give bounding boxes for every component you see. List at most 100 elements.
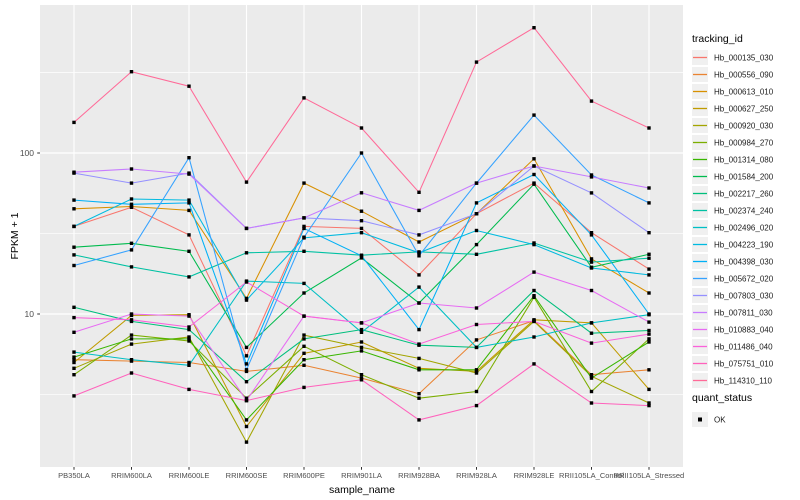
data-point-marker: [417, 285, 421, 289]
legend-entry-label: Hb_000627_250: [714, 104, 774, 113]
legend-entry-label: Hb_004398_030: [714, 257, 774, 266]
x-tick-label-RRIM928LA: RRIM928LA: [456, 471, 497, 480]
data-point-marker: [532, 242, 536, 247]
legend-key-line-icon: [692, 186, 708, 201]
data-point-marker: [417, 396, 421, 400]
data-point-marker: [302, 226, 306, 231]
data-point-marker: [244, 354, 249, 358]
data-point-marker: [647, 340, 651, 344]
data-point-marker: [302, 224, 306, 229]
data-point-marker: [474, 322, 479, 327]
data-point-marker: [72, 120, 76, 125]
data-point-marker: [187, 233, 191, 237]
data-point-marker: [244, 398, 249, 403]
legend-entry-label: Hb_002217_260: [714, 189, 774, 198]
data-point-marker: [302, 314, 306, 318]
data-point-marker: [647, 337, 651, 341]
legend-key-line-icon: [692, 237, 708, 252]
data-point-marker: [417, 273, 421, 277]
data-point-marker: [532, 113, 536, 117]
data-point-marker: [417, 342, 421, 346]
data-point-marker: [187, 387, 191, 392]
data-point-marker: [359, 219, 364, 223]
data-point-marker: [244, 362, 249, 366]
data-point-marker: [647, 401, 651, 405]
data-point-marker: [129, 204, 134, 209]
data-point-marker: [72, 207, 76, 211]
data-point-marker: [72, 350, 76, 354]
data-point-marker: [589, 173, 594, 177]
data-point-marker: [417, 327, 421, 332]
data-point-marker: [359, 327, 364, 332]
legend-key-line-icon: [692, 101, 708, 116]
data-point-marker: [72, 245, 76, 249]
data-point-marker: [474, 371, 479, 375]
data-point-marker: [72, 373, 76, 377]
data-point-marker: [72, 358, 76, 362]
data-point-marker: [244, 226, 249, 231]
x-tick-label-RRIM600LA: RRIM600LA: [111, 471, 152, 480]
x-tick-label-RRIM928LE: RRIM928LE: [513, 471, 555, 480]
data-point-marker: [532, 335, 536, 339]
data-point-marker: [589, 389, 594, 394]
data-point-marker: [589, 401, 594, 405]
data-point-marker: [417, 240, 421, 244]
legend-key-line-icon: [692, 67, 708, 82]
data-point-marker: [72, 198, 76, 202]
data-point-marker: [647, 403, 651, 408]
data-point-marker: [302, 385, 306, 390]
legend-key-line-icon: [692, 305, 708, 320]
data-point-marker: [417, 392, 421, 396]
data-point-marker: [417, 356, 421, 361]
data-point-marker: [302, 216, 306, 220]
data-point-marker: [589, 266, 594, 270]
legend-entry-label: Hb_010883_040: [714, 325, 774, 334]
x-tick-label-RRII105LA_Stressed: RRII105LA_Stressed: [613, 471, 685, 480]
data-point-marker: [474, 60, 479, 64]
data-point-marker: [647, 312, 651, 316]
x-tick-label-RRII105LA_Control: RRII105LA_Control: [558, 471, 625, 480]
data-point-marker: [647, 256, 651, 260]
data-point-marker: [72, 224, 76, 229]
data-point-marker: [647, 273, 651, 277]
data-point-marker: [244, 424, 249, 429]
legend-key-line-icon: [692, 339, 708, 354]
data-point-marker: [72, 315, 76, 320]
data-point-marker: [359, 345, 364, 350]
data-point-marker: [474, 389, 479, 394]
legend-key-line-icon: [692, 254, 708, 269]
legend-entry-label: Hb_001314_080: [714, 155, 774, 164]
legend-entry-label: OK: [714, 415, 726, 424]
legend-key-line-icon: [692, 135, 708, 150]
legend-title-tracking-id: tracking_id: [692, 33, 743, 45]
x-tick-label-RRIM928BA: RRIM928BA: [398, 471, 440, 480]
data-point-marker: [302, 337, 306, 341]
legend-key-line-icon: [692, 84, 708, 99]
data-point-marker: [244, 280, 249, 284]
data-point-marker: [359, 226, 364, 231]
legend-key-line-icon: [692, 50, 708, 65]
legend-entry-label: Hb_000556_090: [714, 70, 774, 79]
legend-entry-label: Hb_002496_020: [714, 223, 774, 232]
data-point-marker: [129, 371, 134, 375]
data-point-marker: [187, 327, 191, 332]
data-point-marker: [532, 270, 536, 274]
data-point-marker: [474, 212, 479, 216]
data-point-marker: [302, 291, 306, 295]
data-point-marker: [72, 305, 76, 309]
legend-key-line-icon: [692, 118, 708, 133]
x-tick-label-RRIM901LA: RRIM901LA: [341, 471, 382, 480]
legend-entry-label: Hb_007803_030: [714, 291, 774, 300]
legend-key-line-icon: [692, 169, 708, 184]
data-point-marker: [129, 337, 134, 341]
legend-key-line-icon: [692, 271, 708, 286]
data-point-marker: [647, 252, 651, 256]
legend-entry-label: Hb_011486_040: [714, 342, 773, 351]
data-point-marker: [589, 175, 594, 179]
data-point-marker: [187, 198, 191, 202]
data-point-marker: [532, 294, 536, 298]
data-point-marker: [302, 249, 306, 253]
x-tick-label-PB350LA: PB350LA: [58, 471, 90, 480]
